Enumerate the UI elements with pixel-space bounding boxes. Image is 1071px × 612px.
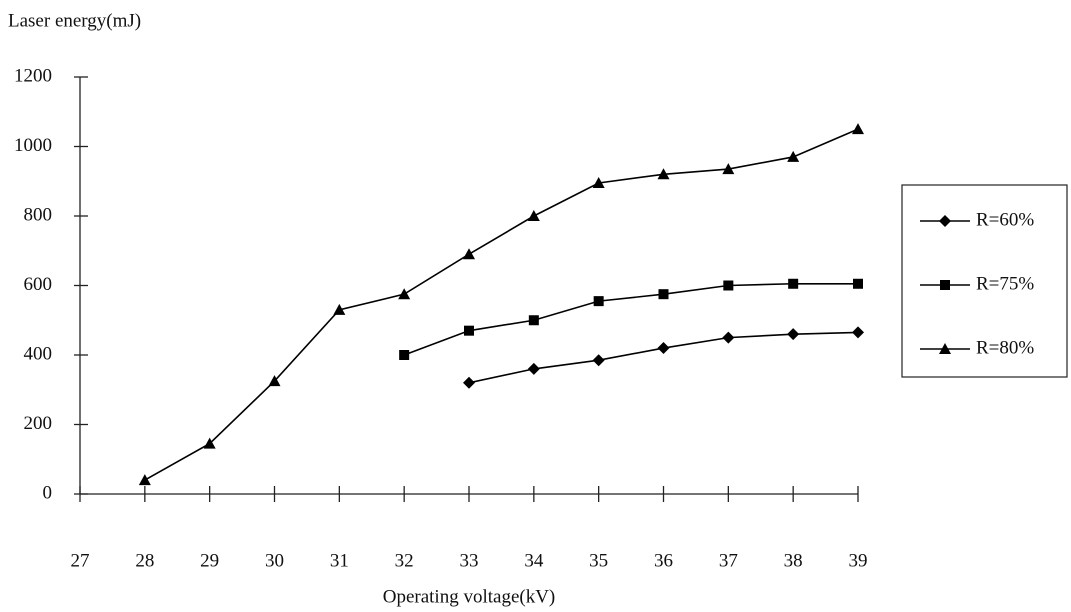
legend-marker <box>939 215 951 227</box>
marker <box>657 168 670 180</box>
y-tick-label: 1200 <box>14 65 52 86</box>
marker <box>592 176 605 188</box>
marker <box>398 288 411 300</box>
marker <box>658 289 669 300</box>
legend-label: R=75% <box>976 273 1034 294</box>
marker <box>463 248 475 260</box>
x-tick-label: 28 <box>135 550 154 571</box>
marker <box>138 474 151 486</box>
legend-label: R=80% <box>976 337 1034 358</box>
legend-marker <box>940 280 950 290</box>
marker <box>722 163 735 175</box>
x-tick-label: 32 <box>395 550 414 571</box>
x-tick-label: 37 <box>719 550 738 571</box>
y-tick-label: 0 <box>43 482 53 503</box>
legend-marker <box>939 343 951 354</box>
marker <box>203 437 216 449</box>
marker <box>723 280 734 291</box>
series-line <box>144 128 859 481</box>
x-tick-label: 30 <box>265 550 284 571</box>
y-tick-label: 600 <box>24 274 53 295</box>
marker <box>527 362 540 375</box>
x-tick-label: 27 <box>71 550 90 571</box>
x-tick-label: 36 <box>654 550 673 571</box>
marker <box>852 123 864 135</box>
marker <box>852 326 864 339</box>
x-tick-label: 29 <box>200 550 219 571</box>
marker <box>464 325 474 336</box>
marker <box>528 315 539 326</box>
marker <box>787 150 800 162</box>
marker <box>399 350 410 360</box>
marker <box>333 303 346 315</box>
marker <box>463 376 475 389</box>
marker <box>722 331 735 344</box>
x-tick-label: 34 <box>524 550 544 571</box>
series-line <box>403 282 858 356</box>
x-tick-label: 35 <box>589 550 608 571</box>
x-axis-title: Operating voltage(kV) <box>383 586 556 607</box>
marker <box>787 328 800 341</box>
marker <box>268 375 281 387</box>
marker <box>788 278 799 289</box>
x-tick-label: 31 <box>330 550 349 571</box>
x-tick-label: 38 <box>784 550 803 571</box>
y-tick-label: 800 <box>24 204 53 225</box>
y-tick-label: 1000 <box>14 135 52 156</box>
marker <box>593 296 604 307</box>
legend-label: R=60% <box>976 209 1034 230</box>
marker <box>592 354 605 367</box>
marker <box>527 210 540 221</box>
series-line <box>468 331 859 384</box>
marker <box>853 278 863 289</box>
x-tick-label: 39 <box>849 550 868 571</box>
y-tick-label: 200 <box>24 413 53 434</box>
x-tick-label: 33 <box>460 550 479 571</box>
marker <box>657 342 670 355</box>
legend-box <box>901 184 1068 378</box>
y-axis-title: Laser energy(mJ) <box>8 10 141 31</box>
y-tick-label: 400 <box>24 343 53 364</box>
